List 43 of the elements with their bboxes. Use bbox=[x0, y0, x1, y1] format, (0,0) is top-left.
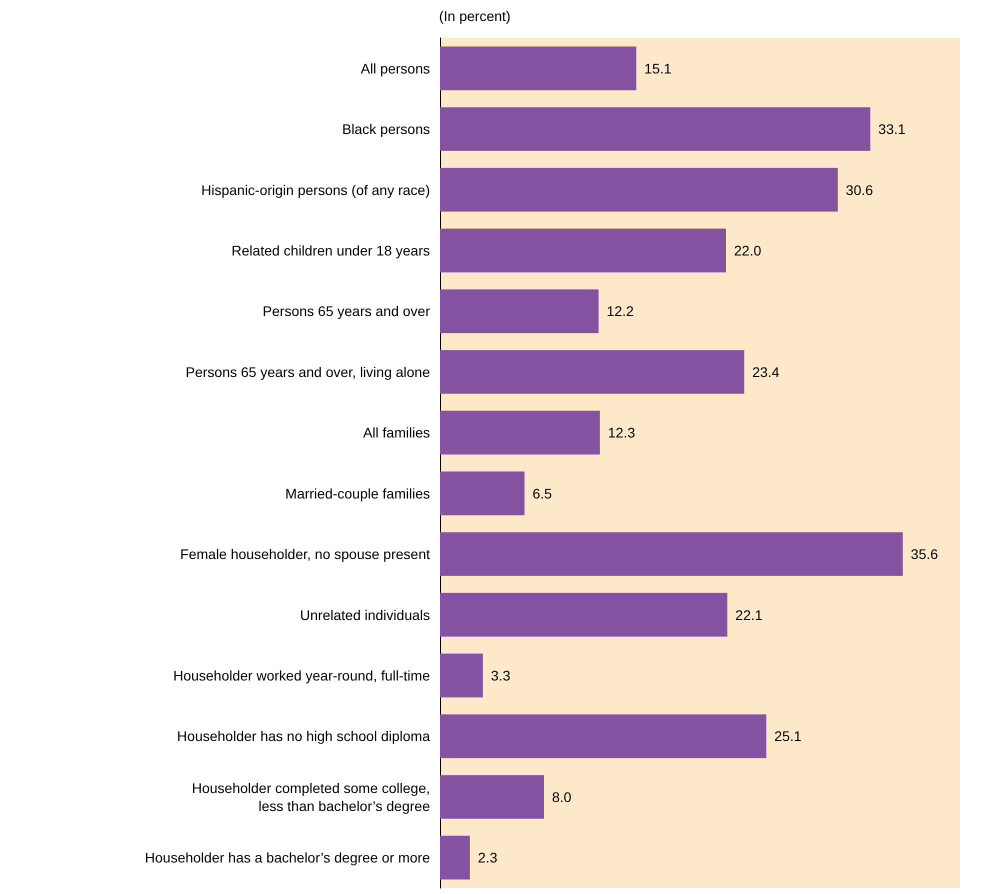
data-label: 33.1 bbox=[878, 121, 906, 138]
bar bbox=[440, 46, 636, 90]
bar bbox=[440, 350, 744, 394]
y-tick-label: All persons bbox=[360, 60, 430, 76]
bar bbox=[440, 107, 870, 151]
y-tick-label: All families bbox=[363, 424, 430, 441]
data-label: 8.0 bbox=[552, 788, 572, 805]
data-label: 6.5 bbox=[532, 485, 552, 502]
y-tick-label: Householder worked year-round, full-time bbox=[173, 668, 430, 684]
data-label: 22.1 bbox=[735, 606, 763, 623]
bar bbox=[440, 654, 483, 698]
bar bbox=[440, 592, 728, 637]
bar bbox=[440, 228, 726, 272]
y-tick-label: Hispanic-origin persons (of any race) bbox=[201, 182, 430, 198]
data-label: 23.4 bbox=[752, 364, 780, 380]
data-label: 12.3 bbox=[608, 424, 636, 441]
y-tick-label: Householder has no high school diploma bbox=[177, 728, 430, 744]
bar bbox=[440, 836, 470, 880]
y-tick-label: Householder has a bachelor’s degree or more bbox=[144, 850, 430, 866]
data-label: 35.6 bbox=[910, 546, 938, 562]
data-label: 2.3 bbox=[478, 850, 498, 866]
data-label: 30.6 bbox=[846, 182, 874, 198]
bar bbox=[440, 410, 600, 454]
data-label: 3.3 bbox=[490, 668, 511, 684]
bar bbox=[440, 775, 544, 819]
y-tick-label: Married-couple families bbox=[285, 485, 430, 502]
y-tick-label: Persons 65 years and over, living alone bbox=[186, 364, 430, 380]
y-tick-label: Female householder, no spouse present bbox=[180, 546, 430, 562]
data-label: 22.0 bbox=[734, 242, 762, 258]
bar bbox=[440, 289, 599, 334]
bar bbox=[440, 532, 903, 576]
y-tick-label: Related children under 18 years bbox=[232, 242, 430, 258]
data-label: 12.2 bbox=[606, 303, 634, 320]
y-tick-label: Black persons bbox=[342, 121, 430, 138]
y-tick-label: Unrelated individuals bbox=[300, 606, 430, 623]
bar bbox=[440, 472, 524, 516]
data-label: 25.1 bbox=[774, 728, 802, 744]
chart-subtitle: (In percent) bbox=[439, 8, 511, 24]
bar bbox=[440, 168, 838, 212]
y-tick-label: Persons 65 years and over bbox=[262, 303, 430, 320]
data-label: 15.1 bbox=[644, 60, 672, 76]
bar bbox=[440, 714, 766, 758]
y-tick-label: Householder completed some college, less than bachelor’s degree bbox=[192, 780, 430, 814]
